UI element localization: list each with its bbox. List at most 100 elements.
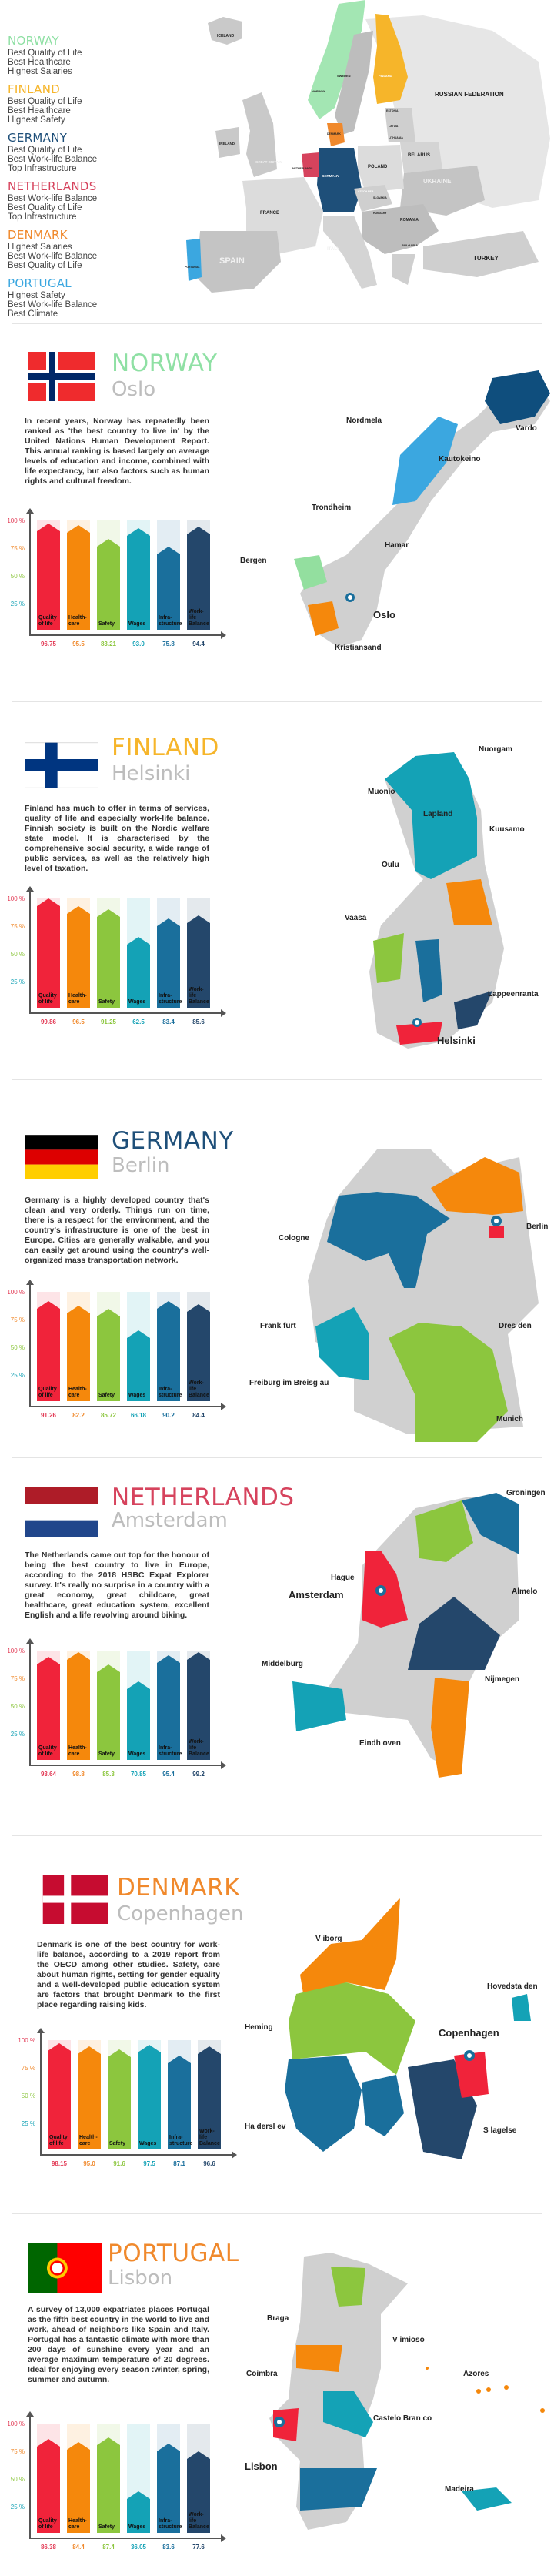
map-label: Coimbra bbox=[246, 2370, 278, 2378]
country-title: GERMANY bbox=[112, 1127, 234, 1155]
section-denmark: DENMARK Copenhagen Denmark is one of the… bbox=[0, 1836, 554, 2213]
country-description: In recent years, Norway has repeatedly b… bbox=[25, 417, 209, 486]
bar-value: 84.4 bbox=[72, 2544, 85, 2551]
spain-shape bbox=[196, 231, 281, 293]
bar-value: 66.18 bbox=[130, 1412, 147, 1419]
bar-work-life-balance: Work-life Balance bbox=[187, 1292, 210, 1401]
country-title: DENMARK bbox=[117, 1874, 240, 1902]
y-tick: 100 % bbox=[7, 1648, 25, 1654]
bar-healthcare: Health-care bbox=[67, 1651, 90, 1760]
netherlands-shape bbox=[302, 152, 319, 177]
capital-name: Amsterdam bbox=[112, 1509, 228, 1532]
bar-value: 99.2 bbox=[192, 1771, 205, 1778]
germany-flag-icon bbox=[25, 1135, 98, 1179]
bar-value: 95.0 bbox=[83, 2160, 95, 2167]
bar-quality-of-life: Quality of life bbox=[37, 1651, 60, 1760]
y-tick: 100 % bbox=[7, 895, 25, 902]
legend-item: Highest Salaries bbox=[8, 67, 72, 76]
country-title: NORWAY bbox=[112, 350, 218, 377]
map-label: Hague bbox=[331, 1574, 355, 1582]
map-label: Kuusamo bbox=[489, 825, 525, 834]
legend-item: Top Infrastructure bbox=[8, 164, 77, 173]
map-label: Lappeenranta bbox=[488, 990, 539, 999]
y-tick: 50 % bbox=[10, 573, 25, 580]
map-label-germany: GERMANY bbox=[322, 174, 339, 178]
country-legend: NORWAY Best Quality of Life Best Healthc… bbox=[8, 34, 162, 325]
bar-value: 82.2 bbox=[72, 1412, 85, 1419]
bar-safety: Safety bbox=[97, 1292, 120, 1401]
denmark-shape bbox=[327, 123, 345, 146]
y-axis bbox=[26, 508, 34, 636]
section-divider bbox=[12, 1079, 542, 1080]
bar-value: 36.05 bbox=[130, 2544, 147, 2551]
y-tick: 25 % bbox=[10, 2504, 25, 2511]
legend-item: Best Work-life Balance bbox=[8, 252, 98, 261]
map-label: Eindh oven bbox=[359, 1739, 401, 1748]
map-label: Nijmegen bbox=[485, 1675, 520, 1684]
bar-work-life-balance: Work-life Balance bbox=[187, 1651, 210, 1760]
map-label: Bergen bbox=[240, 557, 267, 565]
map-label: Castelo Bran co bbox=[373, 2414, 432, 2423]
netherlands-flag-icon bbox=[25, 1487, 98, 1537]
map-label: Nordmela bbox=[346, 417, 382, 425]
map-label: Groningen bbox=[506, 1489, 546, 1497]
map-label-belarus: BELARUS bbox=[408, 153, 430, 158]
legend-denmark: DENMARK Highest Salaries Best Work-life … bbox=[8, 228, 162, 270]
denmark-flag-icon bbox=[42, 1875, 108, 1924]
map-label: Braga bbox=[267, 2314, 289, 2323]
bar-work-life-balance: Work-life Balance bbox=[187, 2424, 210, 2533]
belarus-shape bbox=[400, 142, 442, 173]
bar-quality-of-life: Quality of life bbox=[37, 898, 60, 1008]
map-label: Kautokeino bbox=[439, 455, 481, 463]
y-tick: 75 % bbox=[10, 545, 25, 552]
legend-netherlands: NETHERLANDS Best Work-life Balance Best … bbox=[8, 179, 162, 222]
y-tick: 25 % bbox=[10, 979, 25, 985]
iceland-shape bbox=[208, 17, 242, 45]
legend-item: Best Quality of Life bbox=[8, 203, 82, 212]
map-label-sweden: SWEDEN bbox=[337, 74, 351, 78]
y-tick: 75 % bbox=[10, 2448, 25, 2455]
y-tick: 100 % bbox=[7, 517, 25, 524]
capital-map-label: Helsinki bbox=[437, 1035, 476, 1046]
map-label: Lapland bbox=[423, 810, 453, 818]
bar-value: 99.86 bbox=[40, 1019, 57, 1025]
country-description: Denmark is one of the best country for w… bbox=[37, 1940, 220, 2009]
map-label-ireland: IRELAND bbox=[219, 142, 235, 146]
greece-shape bbox=[392, 254, 416, 285]
bar-value: 91.6 bbox=[113, 2160, 125, 2167]
y-tick: 75 % bbox=[10, 1316, 25, 1323]
map-label: Ha dersl ev bbox=[245, 2123, 286, 2131]
map-label: Trondheim bbox=[312, 503, 352, 512]
map-label: S lagelse bbox=[483, 2126, 517, 2135]
map-label-italy: ITALY bbox=[327, 247, 339, 252]
capital-map-label: Copenhagen bbox=[439, 2027, 499, 2039]
bar-value: 96.6 bbox=[203, 2160, 215, 2167]
bar-value: 96.75 bbox=[40, 641, 57, 647]
legend-item: Best Climate bbox=[8, 309, 58, 319]
russia-shape bbox=[365, 15, 550, 208]
legend-germany: GERMANY Best Quality of Life Best Work-l… bbox=[8, 131, 162, 173]
country-title: PORTUGAL bbox=[108, 2240, 239, 2267]
section-divider bbox=[12, 2213, 542, 2214]
stats-chart: 100 % 75 % 50 % 25 % Quality of life Hea… bbox=[6, 1280, 226, 1423]
legend-item: Top Infrastructure bbox=[8, 212, 77, 222]
portugal-shape bbox=[186, 239, 202, 281]
y-axis bbox=[37, 2028, 45, 2156]
bar-safety: Safety bbox=[97, 1651, 120, 1760]
bar-value: 85.3 bbox=[102, 1771, 115, 1778]
capital-name: Oslo bbox=[112, 378, 156, 401]
map-label: Madeira bbox=[445, 2485, 474, 2494]
map-label-britain: GREAT BRITAIN bbox=[255, 160, 282, 164]
bar-infrastructure: Infra-structure bbox=[157, 1651, 182, 1760]
legend-item: Best Quality of Life bbox=[8, 97, 82, 106]
bar-value: 90.2 bbox=[162, 1412, 175, 1419]
legend-country-name: PORTUGAL bbox=[8, 276, 72, 290]
bar-infrastructure: Infra-structure bbox=[157, 520, 182, 630]
norway-map: Nordmela Vardo Kautokeino Trondheim Hama… bbox=[231, 340, 554, 663]
denmark-map: V iborg Hovedsta den Heming Copenhagen H… bbox=[231, 1867, 554, 2175]
y-tick: 100 % bbox=[7, 1289, 25, 1296]
norway-shape bbox=[308, 0, 365, 119]
bar-value: 77.6 bbox=[192, 2544, 205, 2551]
legend-item: Best Quality of Life bbox=[8, 49, 82, 58]
norway-flag-icon bbox=[28, 352, 95, 401]
